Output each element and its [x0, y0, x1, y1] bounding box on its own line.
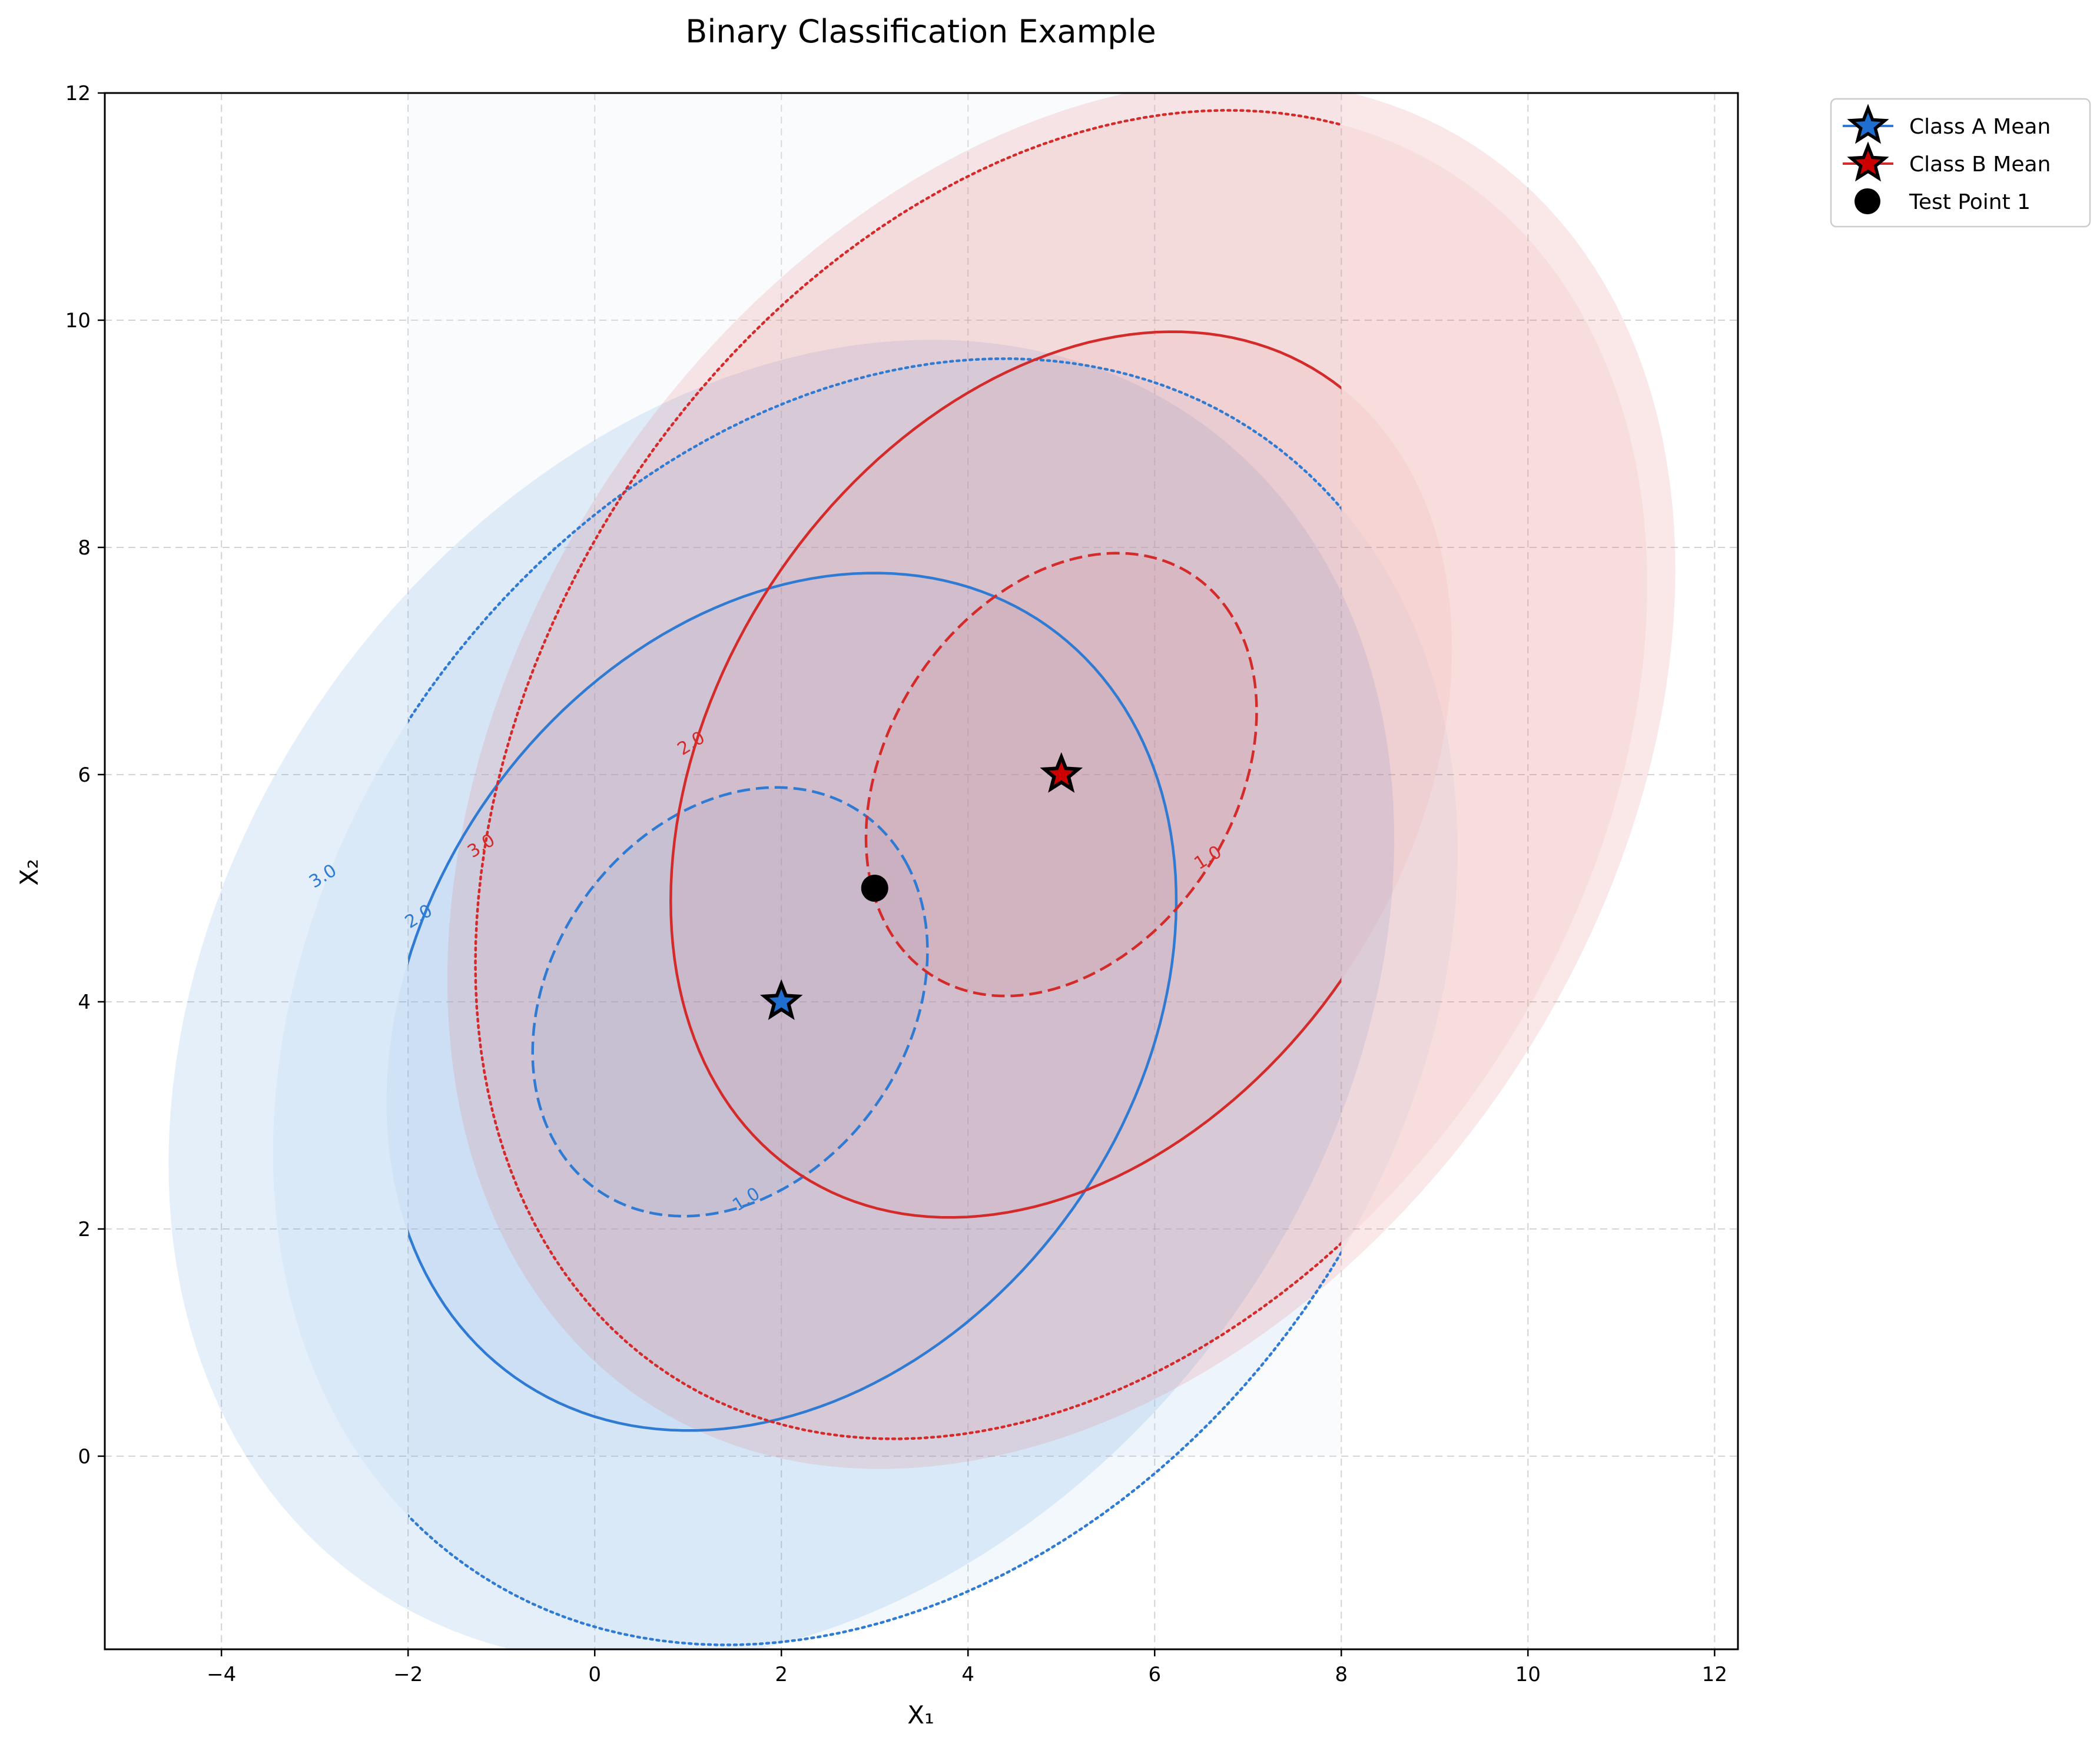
- circle-icon: [1854, 188, 1880, 214]
- y-tick-label: 2: [78, 1218, 91, 1241]
- x-tick-label: 12: [1702, 1663, 1727, 1686]
- class-a-mean-marker: [759, 979, 803, 1020]
- x-tick-label: 4: [961, 1663, 974, 1686]
- x-axis: −4 −2 0 2 4 6 8 10 12: [207, 1649, 1727, 1686]
- x-tick-label: 0: [588, 1663, 601, 1686]
- legend-item-test-point: Test Point 1: [1854, 188, 2031, 214]
- x-tick-label: 6: [1148, 1663, 1161, 1686]
- class-b-contour-2.0: [669, 330, 1342, 1219]
- y-tick-label: 0: [78, 1445, 91, 1469]
- star-icon: [1847, 141, 1889, 182]
- y-tick-label: 6: [78, 763, 91, 787]
- class-a-level-fill: [532, 787, 928, 1217]
- class-b-mean-marker: [1040, 752, 1083, 793]
- class-a-contour-3.0: [408, 357, 1342, 1646]
- legend-frame: [1830, 98, 2091, 228]
- class-a-contour-2.0: [408, 572, 1178, 1432]
- legend: Class A Mean Class B Mean Test Point 1: [1830, 98, 2091, 228]
- plot-area: 1.02.03.01.02.03.0: [104, 92, 1739, 1650]
- legend-label-class-a: Class A Mean: [1909, 115, 2051, 139]
- star-icon: [1847, 104, 1889, 144]
- plot-background: [105, 93, 1738, 1649]
- gridlines: [105, 92, 1738, 1649]
- test-point-1-marker: [861, 874, 888, 902]
- contour-lines: [408, 109, 1342, 1646]
- class-a-contour-1.0: [531, 786, 929, 1218]
- class-b-contour-3.0: [474, 109, 1342, 1440]
- class-b-contour-1.0: [864, 552, 1258, 998]
- y-tick-label: 8: [78, 536, 91, 560]
- y-tick-label: 10: [65, 309, 91, 333]
- data-layer: 1.02.03.01.02.03.0: [168, 93, 1676, 1649]
- plot-frame: [104, 92, 1739, 1650]
- y-axis: 0 2 4 6 8 10 12: [65, 82, 105, 1469]
- x-tick-label: 10: [1515, 1663, 1541, 1686]
- x-tick-label: 2: [775, 1663, 788, 1686]
- x-axis-label: X₁: [907, 1700, 934, 1729]
- x-tick-label: 8: [1335, 1663, 1348, 1686]
- chart-title: Binary Classification Example: [685, 13, 1156, 50]
- legend-label-class-b: Class B Mean: [1909, 152, 2051, 177]
- class-a-level-fill: [273, 358, 1458, 1645]
- decision-region: [408, 93, 1342, 1456]
- legend-label-test-point: Test Point 1: [1909, 190, 2031, 214]
- x-tick-label: −4: [207, 1663, 236, 1686]
- y-axis-label: X₂: [15, 859, 44, 886]
- x-tick-label: −2: [393, 1663, 423, 1686]
- legend-item-class-a: Class A Mean: [1843, 104, 2051, 144]
- y-tick-label: 4: [78, 991, 91, 1014]
- legend-item-class-b: Class B Mean: [1843, 141, 2051, 182]
- y-tick-label: 12: [65, 82, 91, 105]
